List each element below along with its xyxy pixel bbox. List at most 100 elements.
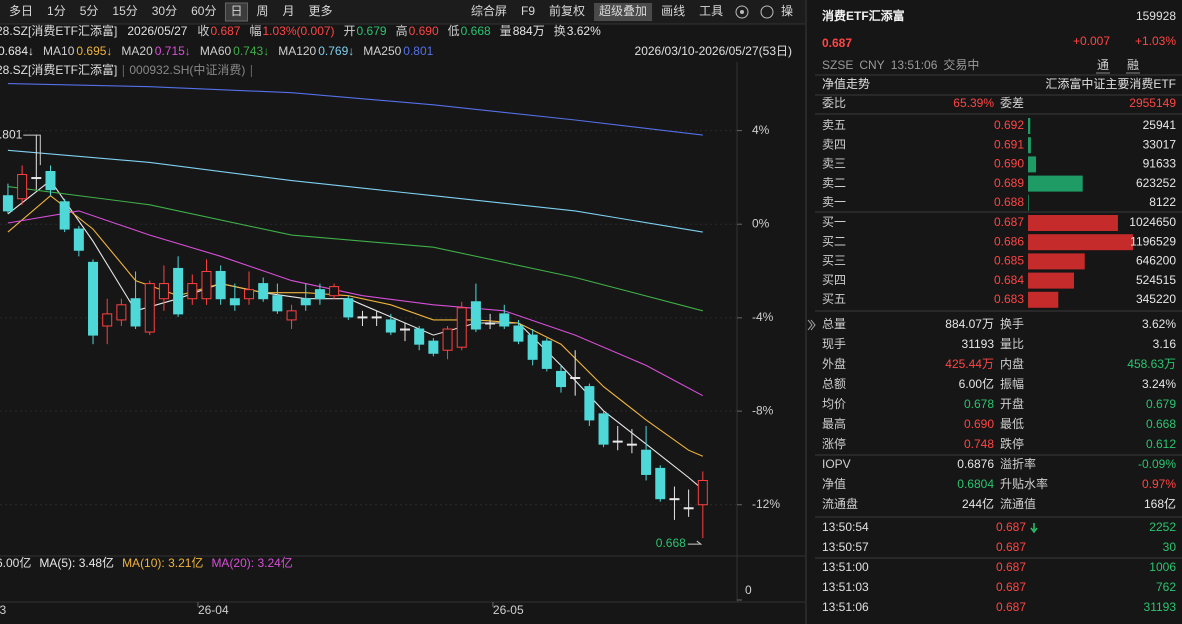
legend-value: 0.695↓ bbox=[76, 44, 112, 58]
stat-label: 流通值 bbox=[1000, 496, 1036, 511]
label: 0.668 bbox=[461, 24, 491, 38]
tool-button[interactable]: F9 bbox=[521, 4, 535, 18]
candle-body bbox=[88, 261, 99, 336]
period-button[interactable]: 日 bbox=[230, 4, 242, 18]
book-price: 0.692 bbox=[994, 118, 1024, 132]
candle-body bbox=[541, 340, 552, 369]
book-volume: 8122 bbox=[1149, 195, 1176, 209]
tool-button[interactable]: 画线 bbox=[661, 4, 685, 18]
period-button[interactable]: 多日 bbox=[9, 4, 33, 18]
candle-body bbox=[116, 304, 127, 321]
label: 0.690 bbox=[409, 24, 439, 38]
book-label: 卖一 bbox=[822, 195, 846, 209]
label: 0.687 bbox=[210, 24, 240, 38]
stat-label: 净值 bbox=[822, 476, 846, 491]
label: 高 bbox=[396, 23, 408, 38]
book-price: 0.691 bbox=[994, 137, 1024, 151]
candle-body bbox=[102, 313, 113, 327]
candle-body bbox=[485, 322, 496, 325]
book-bar bbox=[1028, 137, 1031, 154]
tool-button[interactable]: 前复权 bbox=[549, 3, 585, 18]
candle-body bbox=[470, 301, 481, 330]
stat-value: 6.00亿 bbox=[959, 376, 994, 391]
candle-body bbox=[173, 267, 184, 315]
candle-body bbox=[73, 228, 84, 251]
panel-lines bbox=[815, 74, 1182, 559]
book-bar bbox=[1028, 156, 1037, 173]
book-volume: 646200 bbox=[1136, 254, 1176, 268]
candle-body bbox=[598, 413, 609, 445]
label: 1.03%(0.007) bbox=[262, 24, 334, 38]
period-button[interactable]: 更多 bbox=[309, 4, 333, 18]
candle-body bbox=[59, 201, 70, 230]
candle-body bbox=[697, 480, 708, 506]
stat-value: 458.63万 bbox=[1127, 357, 1176, 371]
tool-button[interactable]: 工具 bbox=[699, 4, 723, 18]
candle-body bbox=[229, 298, 240, 306]
book-volume: 1024650 bbox=[1129, 215, 1176, 229]
candle-body bbox=[641, 449, 652, 475]
book-volume: 524515 bbox=[1136, 273, 1176, 287]
tick-volume: 762 bbox=[1156, 580, 1176, 594]
stat-value: 168亿 bbox=[1144, 496, 1176, 511]
max-marker: 0.801 bbox=[0, 127, 23, 141]
tool-button[interactable]: 超级叠加 bbox=[599, 3, 647, 18]
candle-body bbox=[300, 298, 311, 306]
book-label: 买二 bbox=[822, 234, 846, 248]
stat-label: 最高 bbox=[822, 416, 846, 431]
overlay-title: 000932.SH(中证消费) bbox=[129, 62, 245, 77]
tool-button[interactable]: 操 bbox=[781, 3, 793, 18]
period-button[interactable]: 30分 bbox=[152, 4, 177, 18]
tool-button[interactable]: 综合屏 bbox=[471, 3, 507, 18]
legend-value: 0.769↓ bbox=[318, 44, 354, 58]
candle-body bbox=[428, 340, 439, 354]
book-price: 0.683 bbox=[994, 292, 1024, 306]
candle-body bbox=[244, 289, 255, 300]
tick-time: 13:51:00 bbox=[822, 560, 869, 574]
tab[interactable]: 净值走势 bbox=[822, 76, 870, 91]
settings-icon[interactable] bbox=[735, 5, 749, 19]
collapse-icon[interactable] bbox=[807, 319, 813, 331]
book-volume: 33017 bbox=[1143, 137, 1177, 151]
stat-value: 0.748 bbox=[964, 437, 994, 451]
help-icon[interactable] bbox=[760, 5, 774, 19]
y-tick-label: 0 bbox=[745, 583, 752, 597]
book-label: 卖二 bbox=[822, 176, 846, 190]
book-bar bbox=[1028, 118, 1031, 134]
candle-body bbox=[414, 328, 425, 345]
period-button[interactable]: 月 bbox=[283, 4, 295, 18]
period-button[interactable]: 5分 bbox=[80, 4, 99, 18]
book-bar bbox=[1028, 291, 1059, 308]
tab[interactable]: 汇添富中证主要消费ETF bbox=[1045, 76, 1176, 91]
candle-body bbox=[442, 328, 453, 351]
period-button[interactable]: 60分 bbox=[191, 4, 216, 18]
tick-volume: 1006 bbox=[1149, 560, 1176, 574]
stat-label: 均价 bbox=[822, 397, 846, 411]
y-tick-label: 0% bbox=[752, 216, 770, 230]
stat-label: 量比 bbox=[1000, 337, 1024, 351]
marker-line bbox=[23, 134, 41, 166]
period-button[interactable]: 1分 bbox=[47, 4, 66, 18]
stat-label: 升贴水率 bbox=[1000, 476, 1048, 491]
book-price: 0.687 bbox=[994, 215, 1024, 229]
book-label: 卖三 bbox=[822, 157, 846, 171]
stat-value: 884.07万 bbox=[945, 317, 994, 331]
stat-value: 0.6876 bbox=[957, 457, 994, 471]
book-volume: 623252 bbox=[1136, 176, 1176, 190]
period-button[interactable]: 周 bbox=[256, 4, 268, 18]
stat-label: 振幅 bbox=[1000, 376, 1024, 391]
candle-body bbox=[130, 298, 141, 327]
candle-body bbox=[527, 334, 538, 360]
stat-value: 0.97% bbox=[1142, 477, 1176, 491]
stat-label: 开盘 bbox=[1000, 396, 1024, 411]
candle-body bbox=[555, 370, 566, 388]
period-button[interactable]: 15分 bbox=[112, 4, 137, 18]
stat-value: 0.668 bbox=[1146, 417, 1176, 431]
tick-price: 0.687 bbox=[996, 520, 1026, 534]
stat-label: 总量 bbox=[822, 317, 846, 331]
book-label: 买三 bbox=[822, 254, 846, 268]
meta: CNY bbox=[859, 58, 884, 72]
book-bar bbox=[1028, 253, 1085, 270]
